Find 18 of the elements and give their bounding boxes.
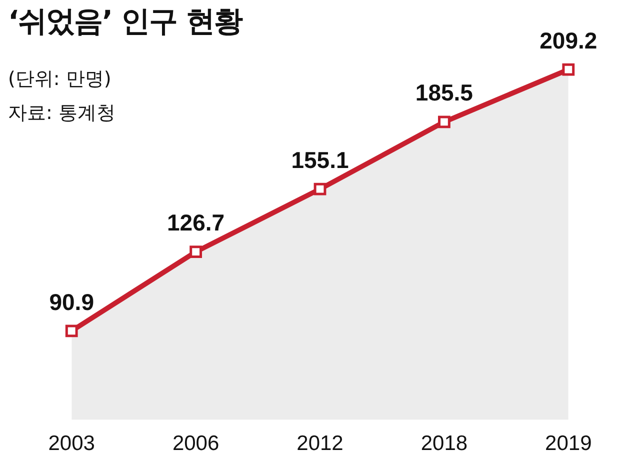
data-label: 209.2: [540, 27, 598, 54]
x-tick-label: 2019: [545, 432, 592, 456]
x-tick-label: 2003: [48, 432, 95, 456]
data-label: 126.7: [167, 210, 225, 236]
chart-subtitle: (단위: 만명): [8, 67, 112, 92]
chart-title: ‘쉬었음’ 인구 현황: [8, 3, 242, 40]
x-tick-label: 2012: [296, 432, 344, 456]
point: [65, 324, 78, 338]
data-label: 90.9: [49, 288, 94, 315]
x-tick-label: 2006: [172, 432, 220, 456]
annotation: 자료: 통계청: [8, 101, 116, 126]
point: [314, 182, 326, 196]
point: [438, 116, 450, 128]
point: [190, 246, 202, 258]
point: [562, 63, 575, 76]
data-label: 155.1: [291, 146, 349, 173]
data-label: 185.5: [415, 80, 474, 106]
x-tick-label: 2018: [420, 432, 468, 456]
